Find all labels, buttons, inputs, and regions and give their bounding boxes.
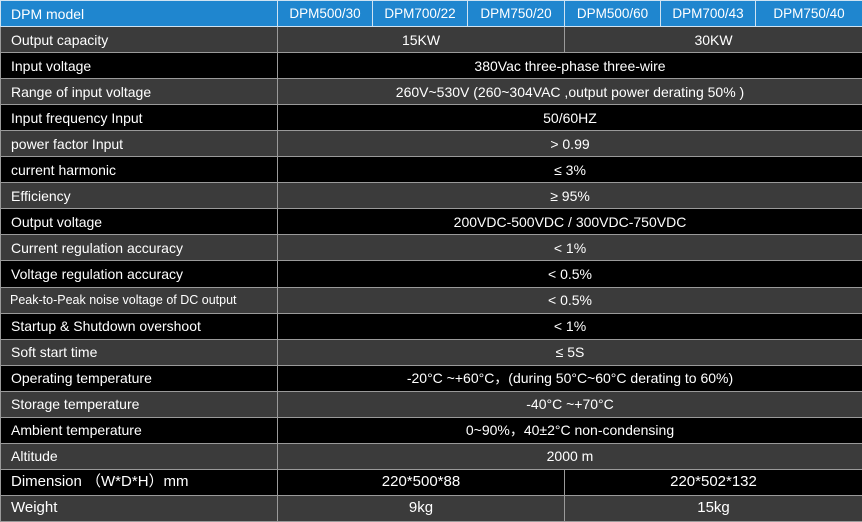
row-altitude: Altitude 2000 m xyxy=(0,442,862,470)
row-label: Voltage regulation accuracy xyxy=(0,260,278,288)
row-label: Range of input voltage xyxy=(0,78,278,106)
row-value: 260V~530V (260~304VAC ,output power dera… xyxy=(277,78,862,106)
row-label: Output voltage xyxy=(0,208,278,236)
row-label: Peak-to-Peak noise voltage of DC output xyxy=(0,286,278,314)
row-value: -20°C ~+60°C，(during 50°C~60°C derating … xyxy=(277,364,862,392)
row-voltage-regulation: Voltage regulation accuracy < 0.5% xyxy=(0,260,862,288)
model-dpm700-22: DPM700/22 xyxy=(372,0,468,28)
model-dpm750-40: DPM750/40 xyxy=(755,0,862,28)
row-input-frequency: Input frequency Input 50/60HZ xyxy=(0,104,862,132)
row-value: 50/60HZ xyxy=(277,104,862,132)
row-value: < 1% xyxy=(277,312,862,340)
row-storage-temp: Storage temperature -40°C ~+70°C xyxy=(0,390,862,418)
row-output-capacity: Output capacity 15KW 30KW xyxy=(0,26,862,54)
row-label: Current regulation accuracy xyxy=(0,234,278,262)
value-group-b: 30KW xyxy=(564,26,862,54)
row-label: Ambient temperature xyxy=(0,416,278,444)
model-dpm750-20: DPM750/20 xyxy=(467,0,565,28)
row-value: ≤ 5S xyxy=(277,338,862,366)
value-group-b: 220*502*132 xyxy=(564,468,862,496)
model-dpm700-43: DPM700/43 xyxy=(660,0,756,28)
row-efficiency: Efficiency ≥ 95% xyxy=(0,182,862,210)
row-input-voltage: Input voltage 380Vac three-phase three-w… xyxy=(0,52,862,80)
header-label: DPM model xyxy=(0,0,278,28)
row-value: 200VDC-500VDC / 300VDC-750VDC xyxy=(277,208,862,236)
model-dpm500-60: DPM500/60 xyxy=(564,0,661,28)
header-row: DPM model DPM500/30 DPM700/22 DPM750/20 … xyxy=(0,0,862,28)
row-label: Operating temperature xyxy=(0,364,278,392)
value-group-b: 15kg xyxy=(564,494,862,522)
row-value: ≤ 3% xyxy=(277,156,862,184)
row-ambient-temp: Ambient temperature 0~90%，40±2°C non-con… xyxy=(0,416,862,444)
row-ripple-noise: Peak-to-Peak noise voltage of DC output … xyxy=(0,286,862,314)
row-label: power factor Input xyxy=(0,130,278,158)
row-operating-temp: Operating temperature -20°C ~+60°C，(duri… xyxy=(0,364,862,392)
row-current-regulation: Current regulation accuracy < 1% xyxy=(0,234,862,262)
row-weight: Weight 9kg 15kg xyxy=(0,494,862,522)
row-label: Dimension （W*D*H）mm xyxy=(0,468,278,496)
row-label: Output capacity xyxy=(0,26,278,54)
row-label: Soft start time xyxy=(0,338,278,366)
row-label: Efficiency xyxy=(0,182,278,210)
row-value: 380Vac three-phase three-wire xyxy=(277,52,862,80)
row-current-harmonic: current harmonic ≤ 3% xyxy=(0,156,862,184)
row-value: 0~90%，40±2°C non-condensing xyxy=(277,416,862,444)
row-label: Startup & Shutdown overshoot xyxy=(0,312,278,340)
row-label: Storage temperature xyxy=(0,390,278,418)
row-dimension: Dimension （W*D*H）mm 220*500*88 220*502*1… xyxy=(0,468,862,496)
row-label: current harmonic xyxy=(0,156,278,184)
row-value: < 0.5% xyxy=(277,286,862,314)
row-label: Weight xyxy=(0,494,278,522)
row-label: Altitude xyxy=(0,442,278,470)
value-group-a: 9kg xyxy=(277,494,565,522)
row-label: Input voltage xyxy=(0,52,278,80)
value-group-a: 15KW xyxy=(277,26,565,54)
row-value: 2000 m xyxy=(277,442,862,470)
row-value: < 1% xyxy=(277,234,862,262)
row-value: -40°C ~+70°C xyxy=(277,390,862,418)
row-output-voltage: Output voltage 200VDC-500VDC / 300VDC-75… xyxy=(0,208,862,236)
row-label: Input frequency Input xyxy=(0,104,278,132)
row-value: ≥ 95% xyxy=(277,182,862,210)
value-group-a: 220*500*88 xyxy=(277,468,565,496)
row-overshoot: Startup & Shutdown overshoot < 1% xyxy=(0,312,862,340)
row-power-factor: power factor Input > 0.99 xyxy=(0,130,862,158)
row-range-input-voltage: Range of input voltage 260V~530V (260~30… xyxy=(0,78,862,106)
row-value: < 0.5% xyxy=(277,260,862,288)
row-value: > 0.99 xyxy=(277,130,862,158)
model-dpm500-30: DPM500/30 xyxy=(277,0,373,28)
row-soft-start: Soft start time ≤ 5S xyxy=(0,338,862,366)
